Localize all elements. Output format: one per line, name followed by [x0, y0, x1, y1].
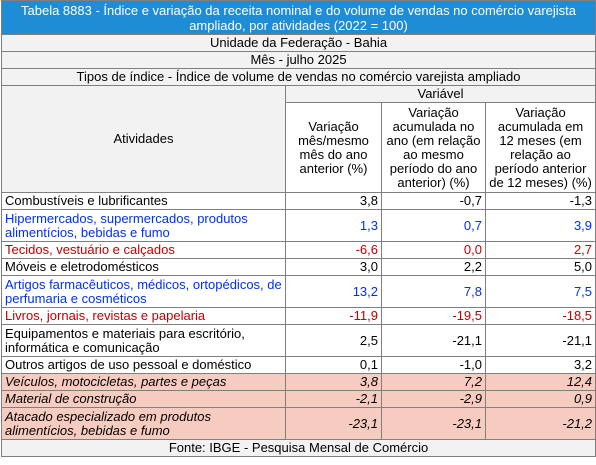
value-mes: -23,1: [285, 407, 382, 440]
table-row: Outros artigos de uso pessoal e doméstic…: [1, 356, 596, 374]
value-mes: -2,1: [285, 390, 382, 408]
mes-label: Mês - julho 2025: [0, 51, 596, 69]
table-row: Equipamentos e materiais para escritório…: [1, 324, 596, 357]
row-label: Combustíveis e lubrificantes: [1, 192, 286, 210]
value-12meses: -21,2: [484, 407, 596, 440]
value-ano: 7,2: [381, 373, 486, 391]
value-12meses: 12,4: [484, 373, 596, 391]
value-ano: -23,1: [381, 407, 486, 440]
value-mes: 3,0: [285, 258, 382, 276]
value-12meses: 7,5: [484, 275, 596, 308]
value-ano: 2,2: [381, 258, 486, 276]
value-12meses: -21,1: [484, 324, 596, 357]
value-mes: 3,8: [285, 373, 382, 391]
value-12meses: 0,9: [484, 390, 596, 408]
value-ano: -2,9: [381, 390, 486, 408]
table-row: Livros, jornais, revistas e papelaria -1…: [1, 307, 596, 325]
value-ano: -19,5: [381, 307, 486, 325]
source-note: Fonte: IBGE - Pesquisa Mensal de Comérci…: [0, 439, 596, 457]
row-label: Outros artigos de uso pessoal e doméstic…: [1, 356, 286, 374]
table-row: Veículos, motocicletas, partes e peças 3…: [1, 373, 596, 391]
table-row: Artigos farmacêuticos, médicos, ortopédi…: [1, 275, 596, 308]
col-header-ano: Variação acumulada no ano (em relação ao…: [381, 102, 486, 193]
value-12meses: 5,0: [484, 258, 596, 276]
row-label: Veículos, motocicletas, partes e peças: [1, 373, 286, 391]
value-12meses: 3,2: [484, 356, 596, 374]
row-label: Artigos farmacêuticos, médicos, ortopédi…: [1, 275, 286, 308]
value-12meses: -1,3: [484, 192, 596, 210]
value-12meses: -18,5: [484, 307, 596, 325]
col-header-12meses: Variação acumulada em 12 meses (em relaç…: [484, 102, 596, 193]
table-row: Hipermercados, supermercados, produtos a…: [1, 209, 596, 242]
table-row: Combustíveis e lubrificantes 3,8 -0,7 -1…: [1, 192, 596, 210]
value-12meses: 2,7: [484, 241, 596, 259]
value-mes: 3,8: [285, 192, 382, 210]
row-label: Atacado especializado em produtos alimen…: [1, 407, 286, 440]
table-row: Tecidos, vestuário e calçados -6,6 0,0 2…: [1, 241, 596, 259]
value-mes: 13,2: [285, 275, 382, 308]
row-label: Livros, jornais, revistas e papelaria: [1, 307, 286, 325]
value-ano: -0,7: [381, 192, 486, 210]
col-header-mes: Variação mês/mesmo mês do ano anterior (…: [285, 102, 382, 193]
row-label: Equipamentos e materiais para escritório…: [1, 324, 286, 357]
value-ano: 7,8: [381, 275, 486, 308]
row-label: Tecidos, vestuário e calçados: [1, 241, 286, 259]
value-mes: 0,1: [285, 356, 382, 374]
value-ano: -21,1: [381, 324, 486, 357]
value-ano: 0,0: [381, 241, 486, 259]
unidade-federacao: Unidade da Federação - Bahia: [0, 34, 596, 52]
value-ano: -1,0: [381, 356, 486, 374]
row-label: Móveis e eletrodomésticos: [1, 258, 286, 276]
value-mes: -11,9: [285, 307, 382, 325]
variavel-header: Variável: [284, 85, 596, 103]
value-mes: 2,5: [285, 324, 382, 357]
value-ano: 0,7: [381, 209, 486, 242]
row-label: Material de construção: [1, 390, 286, 408]
value-12meses: 3,9: [484, 209, 596, 242]
atividades-header: Atividades: [1, 85, 286, 193]
table-row: Material de construção -2,1 -2,9 0,9: [1, 390, 596, 408]
value-mes: 1,3: [285, 209, 382, 242]
row-label: Hipermercados, supermercados, produtos a…: [1, 209, 286, 242]
value-mes: -6,6: [285, 241, 382, 259]
table-title: Tabela 8883 - Índice e variação da recei…: [0, 0, 596, 35]
table-row: Móveis e eletrodomésticos 3,0 2,2 5,0: [1, 258, 596, 276]
table-row: Atacado especializado em produtos alimen…: [1, 407, 596, 440]
tipos-indice: Tipos de índice - Índice de volume de ve…: [0, 68, 596, 86]
